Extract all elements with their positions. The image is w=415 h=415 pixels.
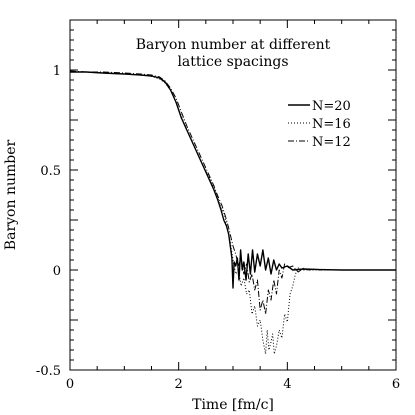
x-tick-label: 6 (392, 377, 400, 392)
y-tick-label: 0 (53, 264, 61, 279)
y-tick-label: -0.5 (36, 364, 61, 379)
x-axis-label: Time [fm/c] (192, 397, 274, 413)
legend-label-n20: N=20 (312, 99, 351, 114)
x-tick-label: 2 (175, 377, 183, 392)
legend-label-n12: N=12 (312, 135, 351, 150)
chart-title-line-1: Baryon number at different (136, 37, 331, 53)
legend: N=20 N=16 N=12 (288, 99, 351, 150)
ticks-layer: 0 2 4 6 -0.5 0 0.5 1 (36, 19, 400, 392)
x-tick-label: 4 (283, 377, 291, 392)
series-layer (69, 70, 396, 355)
chart-title-line-2: lattice spacings (177, 54, 288, 70)
x-tick-label: 0 (66, 377, 74, 392)
series-line-n12 (69, 70, 396, 315)
y-tick-label: 0.5 (40, 164, 61, 179)
series-line-n16 (70, 71, 396, 355)
y-tick-label: 1 (53, 64, 61, 79)
y-axis-label: Baryon number (3, 140, 19, 251)
legend-label-n16: N=16 (312, 117, 351, 132)
